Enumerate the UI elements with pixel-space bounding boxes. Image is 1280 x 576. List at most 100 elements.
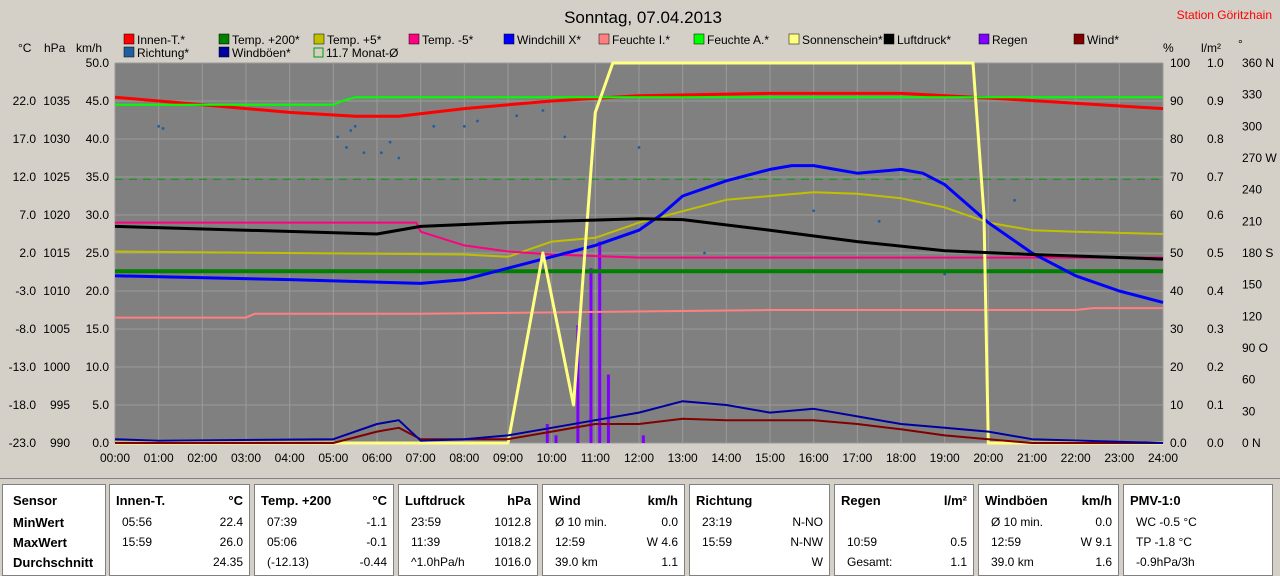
stats-box-unit: km/h — [647, 493, 678, 508]
press-tick-label: 1030 — [43, 132, 70, 146]
stats-value: 0.5 — [950, 535, 967, 549]
stats-time: 23:19 — [702, 515, 733, 529]
rain-tick-label: 0.1 — [1207, 398, 1224, 412]
stats-row: (-12.13) -0.44 — [255, 555, 393, 573]
rain-bar — [554, 435, 558, 443]
stats-row: 10:59 0.5 — [835, 535, 973, 553]
temp-tick-label: -3.0 — [15, 284, 36, 298]
rain-tick-label: 0.8 — [1207, 132, 1224, 146]
series-line — [115, 96, 1163, 106]
direction-dot — [345, 146, 348, 149]
stats-time: TP -1.8 °C — [1136, 535, 1192, 549]
wind-tick-label: 45.0 — [86, 94, 110, 108]
dir-tick-label: 330 — [1242, 88, 1262, 102]
stats-box: Temp. +200 °C 07:39 -1.1 05:06 -0.1 (-12.13) -0… — [254, 484, 394, 576]
stats-time: 15:59 — [702, 535, 733, 549]
temp-tick-label: 17.0 — [13, 132, 37, 146]
stats-box-title: Richtung — [696, 493, 753, 508]
x-tick-label: 12:00 — [624, 451, 654, 465]
stats-row: 11:39 1018.2 — [399, 535, 537, 553]
stats-label-column: Sensor MinWert MaxWert Durchschnitt — [2, 484, 106, 576]
direction-dot — [703, 251, 706, 255]
press-tick-label: 1005 — [43, 322, 70, 336]
stats-time: (-12.13) — [267, 555, 310, 569]
rain-bar — [598, 241, 602, 443]
legend-swatch — [218, 46, 230, 58]
series-line — [114, 191, 1164, 258]
x-tick-label: 11:00 — [581, 451, 610, 465]
legend-label: Feuchte A.* — [707, 33, 769, 47]
stats-row: 05:06 -0.1 — [255, 535, 393, 553]
stats-value: -0.1 — [366, 535, 387, 549]
temp-tick-label: -8.0 — [15, 322, 36, 336]
stats-row-label-text: Durchschnitt — [13, 555, 94, 570]
stats-row: 05:56 22.4 — [110, 515, 249, 533]
legend-swatch — [978, 33, 990, 45]
stats-value: 1012.8 — [494, 515, 531, 529]
temp-tick-label: -13.0 — [9, 360, 37, 374]
stats-box-unit: °C — [228, 493, 243, 508]
dir-tick-label: 300 — [1242, 119, 1262, 133]
temp-tick-label: 22.0 — [13, 94, 37, 108]
stats-time: 12:59 — [991, 535, 1022, 549]
series-line — [115, 417, 1163, 444]
rain-tick-label: 0.4 — [1207, 284, 1224, 298]
legend-swatch — [313, 33, 325, 45]
direction-dot — [943, 272, 947, 276]
x-tick-label: 07:00 — [406, 451, 436, 465]
dir-tick-label: 150 — [1242, 278, 1262, 292]
stats-box-unit: l/m² — [943, 493, 967, 508]
stats-row-label: Durchschnitt — [3, 555, 105, 573]
stats-time: 05:06 — [267, 535, 298, 549]
rain-tick-label: 1.0 — [1207, 56, 1224, 70]
direction-dot — [541, 109, 545, 112]
direction-dot — [397, 156, 401, 160]
rain-tick-label: 0.0 — [1207, 436, 1224, 450]
dir-tick-label: 270 W — [1242, 151, 1277, 165]
stats-box: Innen-T. °C 05:56 22.4 15:59 26.0 24.35 — [109, 484, 250, 576]
direction-dot — [877, 219, 881, 223]
stats-row: -0.9hPa/3h — [1124, 555, 1272, 573]
legend-swatch — [503, 33, 515, 45]
series-line — [114, 164, 1164, 304]
hum-tick-label: 100 — [1170, 56, 1190, 70]
x-tick-label: 06:00 — [362, 451, 392, 465]
x-tick-label: 05:00 — [318, 451, 348, 465]
stats-value: N-NO — [792, 515, 823, 529]
hum-axis-unit: % — [1163, 41, 1174, 55]
x-tick-label: 19:00 — [930, 451, 960, 465]
stats-value: 1016.0 — [494, 555, 531, 569]
stats-row: WC -0.5 °C — [1124, 515, 1272, 533]
legend-label: Regen — [992, 33, 1027, 47]
dir-tick-label: 90 O — [1242, 341, 1268, 355]
legend-swatch — [693, 33, 705, 45]
temp-tick-label: 2.0 — [19, 246, 36, 260]
stats-value: -0.44 — [359, 555, 387, 569]
stats-box-unit: km/h — [1081, 493, 1112, 508]
rain-axis-unit: l/m² — [1201, 41, 1221, 55]
stats-time: 12:59 — [555, 535, 586, 549]
x-tick-label: 17:00 — [842, 451, 872, 465]
stats-box: PMV-1:0 WC -0.5 °C TP -1.8 °C -0.9hPa/3h — [1123, 484, 1273, 576]
direction-dot — [476, 119, 479, 123]
x-tick-label: 03:00 — [231, 451, 261, 465]
wind-axis-unit: km/h — [76, 41, 102, 55]
stats-value: -1.1 — [366, 515, 387, 529]
legend-label: Wind* — [1087, 33, 1119, 47]
stats-row: 39.0 km 1.1 — [543, 555, 684, 573]
rain-tick-label: 0.5 — [1207, 246, 1224, 260]
stats-time: -0.9hPa/3h — [1136, 555, 1195, 569]
stats-row: ^1.0hPa/h 1016.0 — [399, 555, 537, 573]
direction-dot — [362, 151, 366, 155]
stats-value: W — [811, 555, 823, 569]
station-name: Station Göritzhain — [1177, 8, 1272, 22]
legend-label: Windchill X* — [517, 33, 581, 47]
stats-value: 1.1 — [661, 555, 678, 569]
hum-tick-label: 40 — [1170, 284, 1184, 298]
legend-label: Sonnenschein* — [802, 33, 883, 47]
legend-label: Luftdruck* — [897, 33, 951, 47]
x-tick-label: 22:00 — [1061, 451, 1091, 465]
stats-row: Ø 10 min. 0.0 — [979, 515, 1118, 533]
stats-row: W — [690, 555, 829, 573]
legend-label: 11.7 Monat-Ø — [326, 46, 398, 60]
